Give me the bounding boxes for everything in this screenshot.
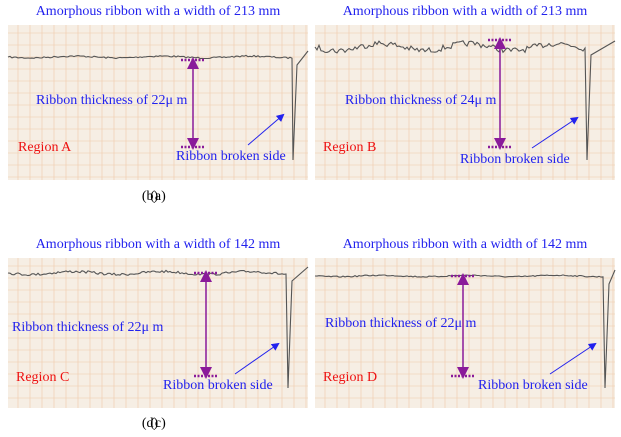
panel-title: Amorphous ribbon with a width of 213 mm (343, 4, 588, 19)
panel-title: Amorphous ribbon with a width of 213 mm (36, 4, 281, 19)
thickness-label: Ribbon thickness of 22μ m (325, 316, 476, 331)
caption: (d) (142, 416, 159, 431)
thickness-label: Ribbon thickness of 24μ m (345, 93, 496, 108)
figure: Ribbon thickness of 22μ m Region A Ribbon … (0, 0, 621, 437)
panel-title: Amorphous ribbon with a width of 142 mm (36, 237, 281, 252)
region-label: Region D (323, 370, 377, 385)
broken-label: Ribbon broken side (460, 152, 570, 167)
panel: Ribbon thickness of 22μ m Region A Ribbon … (8, 25, 308, 180)
broken-label: Ribbon broken side (478, 378, 588, 393)
broken-label: Ribbon broken side (176, 149, 286, 164)
region-label: Region C (16, 370, 69, 385)
broken-label: Ribbon broken side (163, 378, 273, 393)
panel: Ribbon thickness of 24μ m Region B Ribbon … (315, 25, 615, 180)
region-label: Region B (323, 140, 376, 155)
panel: Ribbon thickness of 22μ m Region D Ribbon … (315, 258, 615, 408)
panel: Ribbon thickness of 22μ m Region C Ribbon … (8, 258, 308, 408)
panel-title: Amorphous ribbon with a width of 142 mm (343, 237, 588, 252)
region-label: Region A (18, 140, 72, 155)
thickness-label: Ribbon thickness of 22μ m (12, 320, 163, 335)
caption: (b) (142, 189, 159, 204)
thickness-label: Ribbon thickness of 22μ m (36, 93, 187, 108)
